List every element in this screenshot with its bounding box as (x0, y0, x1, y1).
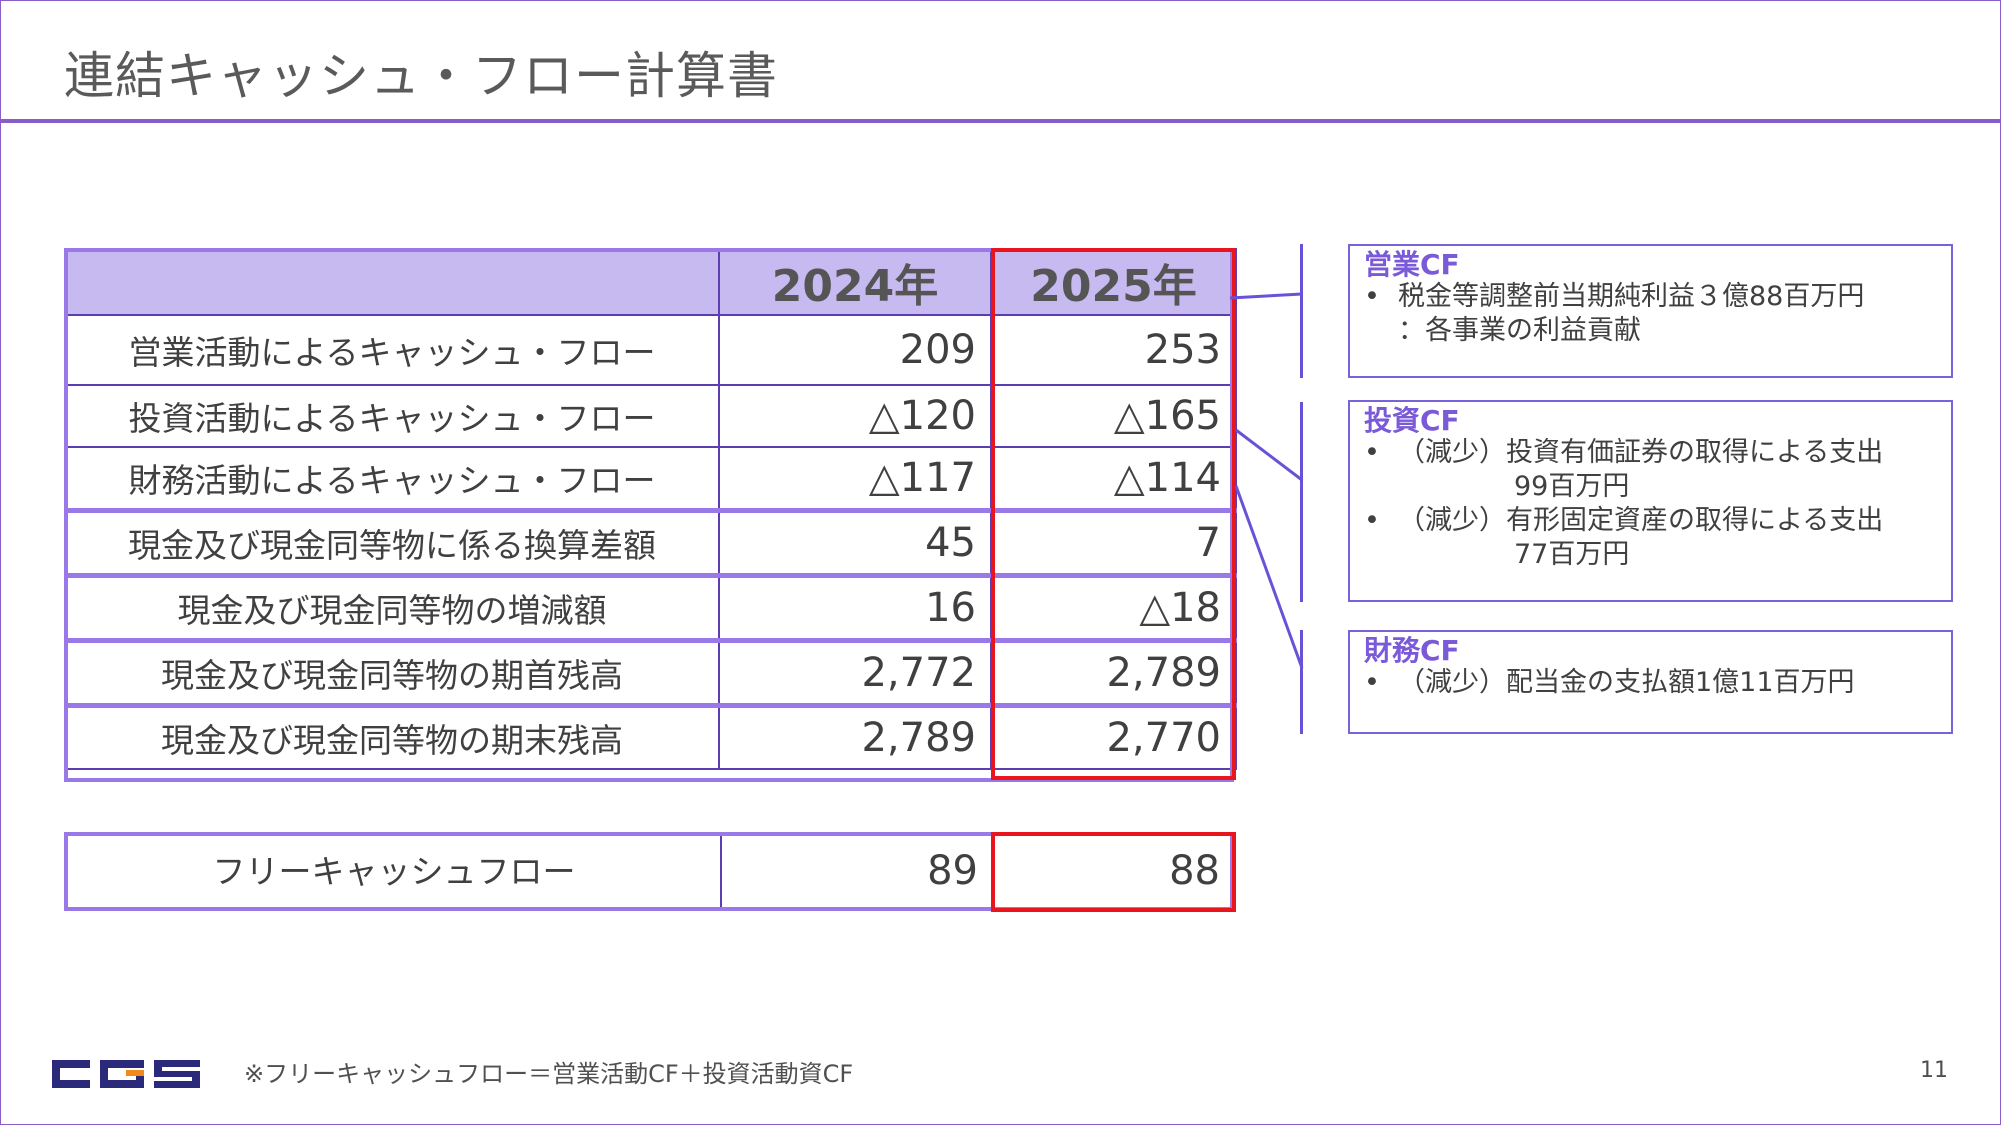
value-2024: 2,772 (718, 638, 992, 707)
table-row: 現金及び現金同等物に係る換算差額 45 7 (64, 508, 1237, 577)
note-heading: 財務CF (1364, 634, 1460, 667)
bullet-icon: • (1364, 505, 1380, 536)
note-heading: 投資CF (1364, 404, 1460, 437)
free-cf-label: フリーキャッシュフロー (68, 836, 722, 907)
cash-flow-table: 2024年 2025年 営業活動によるキャッシュ・フロー 209 253 投資活… (64, 248, 1237, 770)
note-investing-cf: 投資CF • （減少）投資有価証券の取得による支出 99百万円 • （減少）有形固定… (1348, 400, 1953, 602)
free-cf-value-2024: 89 (927, 848, 978, 894)
highlight-2025-column (991, 248, 1236, 780)
header-cell-2024: 2024年 (718, 248, 992, 316)
bullet-icon: • (1364, 437, 1380, 468)
bracket-operating (1300, 244, 1303, 378)
header-cell-label (64, 248, 720, 316)
value-2025: △18 (990, 573, 1237, 642)
note-text: 税金等調整前当期純利益３億88百万円 (1398, 281, 1865, 312)
title-divider (0, 119, 2001, 123)
row-label: 営業活動によるキャッシュ・フロー (64, 314, 720, 386)
row-label: 現金及び現金同等物の期末残高 (64, 703, 720, 770)
note-text: （減少）投資有価証券の取得による支出 (1398, 437, 1884, 468)
bullet-icon: • (1364, 667, 1380, 698)
note-continuation: 77百万円 (1514, 539, 1630, 570)
table-row: 財務活動によるキャッシュ・フロー △117 △114 (64, 446, 1237, 512)
note-item: • （減少）投資有価証券の取得による支出 (1364, 436, 1937, 470)
table-row: 投資活動によるキャッシュ・フロー △120 △165 (64, 384, 1237, 448)
table-header-row: 2024年 2025年 (64, 248, 1237, 316)
value-2024: 16 (718, 573, 992, 642)
table-row: 営業活動によるキャッシュ・フロー 209 253 (64, 314, 1237, 386)
row-label: 現金及び現金同等物に係る換算差額 (64, 508, 720, 577)
bullet-icon: • (1364, 281, 1380, 312)
value-2024: 45 (718, 508, 992, 577)
value-2025: 2,770 (990, 703, 1237, 770)
bracket-financing (1300, 630, 1303, 734)
note-continuation: 99百万円 (1514, 471, 1630, 502)
value-2025: 7 (990, 508, 1237, 577)
value-2024: 2,789 (718, 703, 992, 770)
header-cell-2025: 2025年 (990, 248, 1237, 316)
row-label: 現金及び現金同等物の期首残高 (64, 638, 720, 707)
highlight-2025-free-cf (991, 832, 1236, 912)
note-operating-cf: 営業CF • 税金等調整前当期純利益３億88百万円 ：各事業の利益貢献 (1348, 244, 1953, 378)
footnote: ※フリーキャッシュフロー＝営業活動CF＋投資活動資CF (244, 1060, 854, 1088)
connector-financing (1234, 485, 1304, 669)
bracket-investing (1300, 402, 1303, 602)
row-label: 投資活動によるキャッシュ・フロー (64, 384, 720, 448)
row-label: 財務活動によるキャッシュ・フロー (64, 446, 720, 512)
note-text: （減少）有形固定資産の取得による支出 (1398, 505, 1884, 536)
free-cf-value-2025: 88 (1169, 848, 1220, 894)
connector-investing (1235, 428, 1303, 482)
page-number: 11 (1920, 1058, 1948, 1083)
value-2024: 209 (718, 314, 992, 386)
value-2024: △117 (718, 446, 992, 512)
note-financing-cf: 財務CF • （減少）配当金の支払額1億11百万円 (1348, 630, 1953, 734)
note-item: • （減少）配当金の支払額1億11百万円 (1364, 666, 1937, 700)
page-title: 連結キャッシュ・フロー計算書 (64, 47, 778, 105)
value-2025: 253 (990, 314, 1237, 386)
note-item: • （減少）有形固定資産の取得による支出 (1364, 504, 1937, 538)
free-cash-flow-row: フリーキャッシュフロー 89 88 (64, 832, 1234, 911)
value-2024: △120 (718, 384, 992, 448)
note-item: • 税金等調整前当期純利益３億88百万円 (1364, 280, 1937, 314)
value-2025: △165 (990, 384, 1237, 448)
connector-operating (1229, 292, 1303, 300)
cgs-logo (52, 1060, 200, 1088)
value-2025: 2,789 (990, 638, 1237, 707)
table-row: 現金及び現金同等物の期首残高 2,772 2,789 (64, 638, 1237, 707)
value-2025: △114 (990, 446, 1237, 512)
note-heading: 営業CF (1364, 248, 1460, 281)
note-continuation: ：各事業の利益貢献 (1398, 315, 1641, 346)
table-row: 現金及び現金同等物の期末残高 2,789 2,770 (64, 703, 1237, 770)
note-text: （減少）配当金の支払額1億11百万円 (1398, 667, 1855, 698)
row-label: 現金及び現金同等物の増減額 (64, 573, 720, 642)
table-row: 現金及び現金同等物の増減額 16 △18 (64, 573, 1237, 642)
